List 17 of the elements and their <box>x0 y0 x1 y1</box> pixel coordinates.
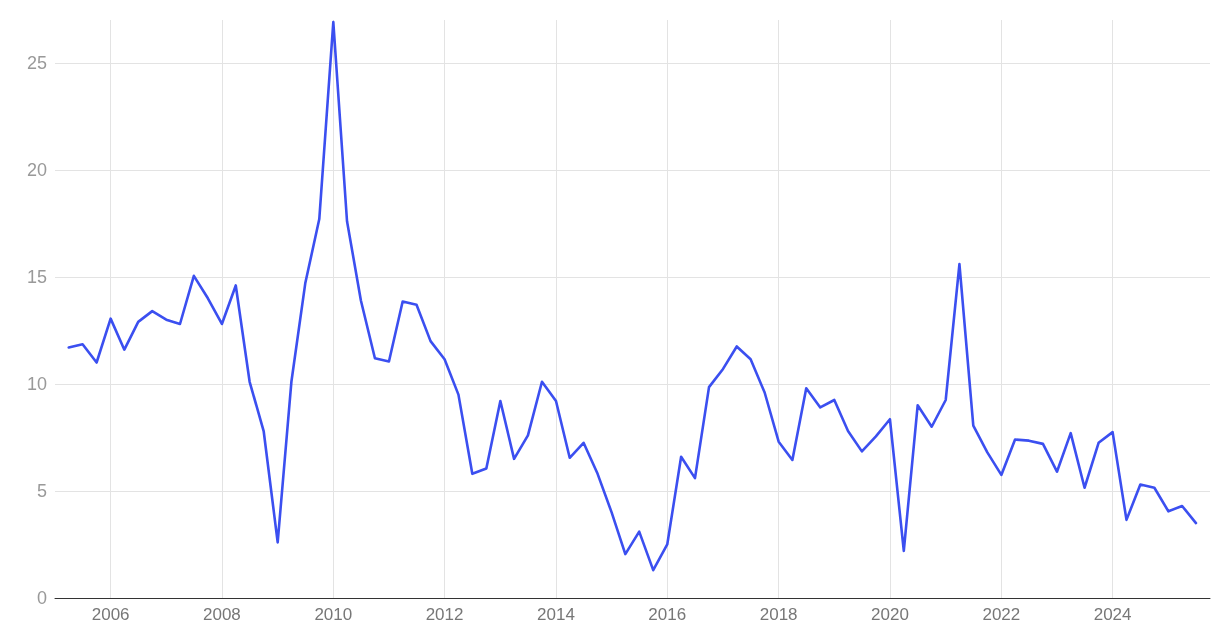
x-tick-label: 2020 <box>871 605 909 624</box>
x-tick-label: 2006 <box>91 605 130 624</box>
y-tick-label: 20 <box>26 159 47 180</box>
x-tick-label: 2018 <box>759 605 798 624</box>
x-tick-label: 2012 <box>425 605 464 624</box>
y-tick-label: 15 <box>26 266 47 287</box>
x-tick-label: 2024 <box>1093 605 1132 624</box>
x-tick-label: 2016 <box>648 605 687 624</box>
x-tick-label: 2014 <box>537 605 575 624</box>
y-tick-label: 25 <box>26 52 47 73</box>
y-tick-label: 10 <box>26 373 47 394</box>
x-tick-label: 2022 <box>982 605 1021 624</box>
y-tick-label: 0 <box>36 588 47 608</box>
line-series <box>67 20 1198 572</box>
x-tick-label: 2010 <box>314 605 353 624</box>
x-tick-label: 2008 <box>202 605 241 624</box>
y-tick-label: 5 <box>36 480 47 501</box>
